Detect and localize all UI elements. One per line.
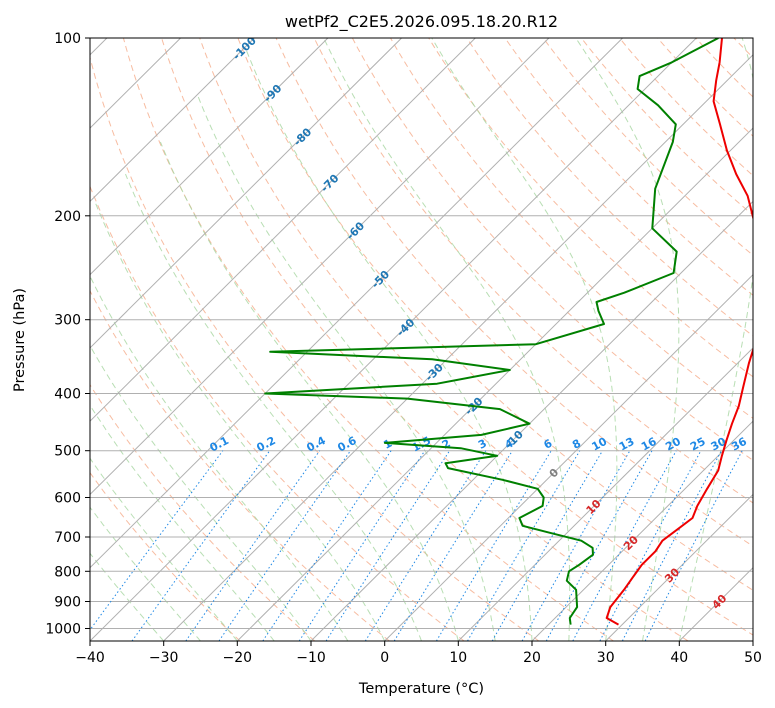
isotherm-line bbox=[531, 420, 753, 641]
dry-adiabat bbox=[580, 38, 753, 216]
dry-adiabat bbox=[390, 38, 753, 419]
mixing-ratio-line bbox=[644, 450, 743, 641]
dry-adiabat bbox=[466, 38, 753, 337]
mixing-ratio-label: 25 bbox=[688, 435, 708, 454]
mixing-ratio-line bbox=[393, 450, 513, 641]
moist-adiabat bbox=[431, 38, 618, 641]
mixing-ratio-line bbox=[218, 450, 351, 641]
dry-adiabat bbox=[619, 38, 753, 177]
mixing-ratio-line bbox=[572, 450, 677, 641]
x-tick-label: 50 bbox=[744, 650, 762, 666]
mixing-ratio-line bbox=[325, 450, 451, 641]
moist-adiabat bbox=[125, 173, 422, 641]
mixing-ratio-label: 20 bbox=[663, 435, 683, 454]
mixing-ratio-line bbox=[262, 450, 392, 641]
isotherm-line bbox=[90, 38, 329, 276]
dry-adiabat bbox=[351, 38, 753, 461]
moist-adiabat bbox=[197, 95, 496, 641]
dewpoint-profile bbox=[264, 38, 719, 625]
moist-adiabat bbox=[90, 344, 312, 641]
mixing-ratio-line bbox=[621, 450, 722, 641]
moist-adiabat bbox=[323, 38, 571, 641]
isotherm-line bbox=[163, 54, 753, 641]
x-tick-label: 0 bbox=[380, 650, 389, 666]
isotherm-line bbox=[90, 38, 255, 203]
plot-frame bbox=[89, 37, 754, 642]
y-tick-label: 600 bbox=[54, 491, 81, 507]
mixing-ratio-label: 10 bbox=[590, 435, 610, 454]
x-tick-label: −40 bbox=[75, 650, 105, 666]
isotherm-line bbox=[310, 200, 753, 641]
moist-adiabat bbox=[678, 38, 753, 641]
mixing-ratio-line bbox=[298, 450, 426, 641]
x-tick-label: −30 bbox=[149, 650, 179, 666]
axes: −40 −30 −20 −10 0 10 20 30 40 50 100 200 300 400 500 60… bbox=[45, 31, 762, 666]
background-lines bbox=[90, 38, 753, 641]
mixing-ratio-line bbox=[131, 450, 271, 641]
moist-adiabat bbox=[90, 275, 349, 641]
mixing-ratio-line bbox=[521, 450, 631, 641]
x-axis-label: Temperature (°C) bbox=[358, 681, 484, 697]
x-tick-label: 30 bbox=[597, 650, 615, 666]
x-tick-label: 40 bbox=[670, 650, 688, 666]
mixing-ratio-line bbox=[545, 450, 653, 641]
isotherm-line bbox=[457, 347, 753, 641]
y-tick-label: 400 bbox=[54, 387, 81, 403]
isotherm-line bbox=[90, 38, 402, 349]
x-tick-label: −20 bbox=[223, 650, 253, 666]
dry-adiabat bbox=[90, 383, 316, 641]
mixing-ratio-label: 16 bbox=[639, 435, 659, 454]
dry-adiabat bbox=[90, 289, 390, 641]
x-tick-label: −10 bbox=[296, 650, 326, 666]
moist-adiabat bbox=[90, 404, 275, 641]
isotherm-line bbox=[384, 273, 753, 641]
y-tick-label: 1000 bbox=[45, 622, 81, 638]
chart-title: wetPf2_C2E5.2026.095.18.20.R12 bbox=[285, 12, 558, 32]
x-tick-label: 20 bbox=[523, 650, 541, 666]
dry-adiabat bbox=[90, 55, 540, 641]
temperature-profile bbox=[605, 38, 753, 626]
dry-adiabat bbox=[199, 38, 753, 636]
sounding-profiles bbox=[264, 38, 753, 626]
dry-adiabat bbox=[90, 185, 465, 641]
dry-adiabat bbox=[237, 38, 753, 591]
mixing-ratio-line bbox=[90, 450, 224, 631]
isotherm-line bbox=[90, 38, 623, 569]
moist-adiabat bbox=[245, 50, 533, 641]
dry-adiabat bbox=[275, 38, 753, 547]
mixing-ratio-line bbox=[185, 450, 321, 641]
y-tick-label: 700 bbox=[54, 530, 81, 546]
moist-adiabat bbox=[90, 552, 165, 641]
y-tick-label: 900 bbox=[54, 595, 81, 611]
isotherm-line bbox=[90, 38, 550, 496]
y-tick-label: 500 bbox=[54, 444, 81, 460]
dry-adiabat bbox=[504, 38, 753, 296]
mixing-ratio-label: 13 bbox=[617, 435, 637, 454]
dry-adiabat bbox=[313, 38, 753, 504]
moist-adiabat bbox=[575, 38, 680, 641]
isotherm-line bbox=[90, 38, 476, 422]
y-tick-label: 200 bbox=[54, 209, 81, 225]
y-tick-label: 800 bbox=[54, 564, 81, 580]
moist-adiabat bbox=[90, 506, 201, 641]
y-tick-label: 100 bbox=[54, 31, 81, 47]
isotherm-line bbox=[90, 38, 697, 641]
isotherm-line bbox=[236, 127, 753, 641]
y-axis-label: Pressure (hPa) bbox=[12, 288, 28, 392]
dry-adiabat bbox=[161, 38, 689, 641]
isotherm-line bbox=[605, 493, 753, 641]
mixing-ratio-label: 36 bbox=[729, 435, 749, 454]
dry-adiabat bbox=[428, 38, 753, 378]
y-tick-label: 300 bbox=[54, 313, 81, 329]
dry-adiabat bbox=[122, 38, 614, 641]
x-tick-label: 10 bbox=[449, 650, 467, 666]
moist-adiabat bbox=[94, 202, 386, 641]
